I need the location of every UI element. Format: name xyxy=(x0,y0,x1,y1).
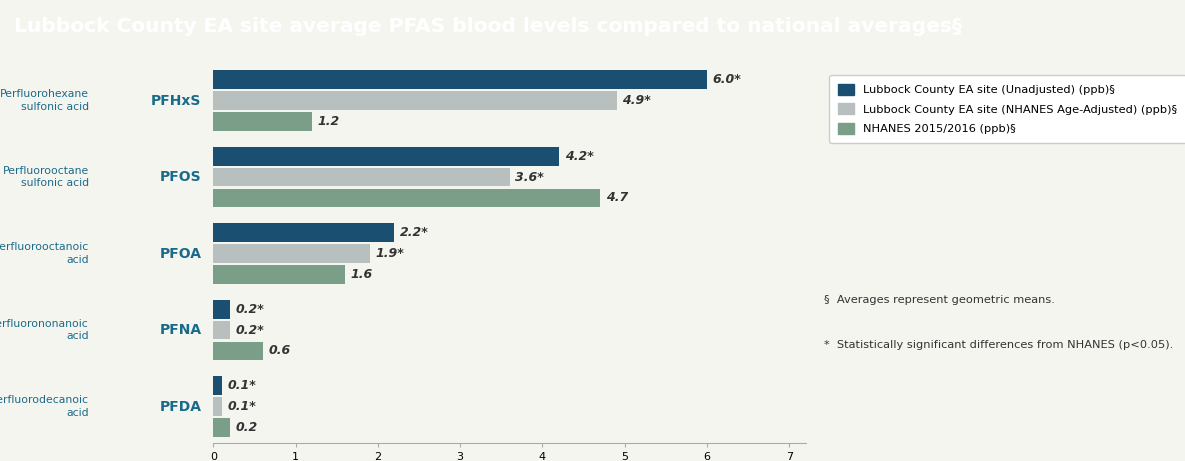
Bar xyxy=(213,71,707,89)
Text: Perfluorohexane
sulfonic acid: Perfluorohexane sulfonic acid xyxy=(0,89,89,112)
Text: 3.6*: 3.6* xyxy=(515,171,544,183)
Bar xyxy=(213,265,345,284)
Text: 0.6: 0.6 xyxy=(269,344,290,357)
Text: 4.2*: 4.2* xyxy=(565,150,594,163)
Text: PFDA: PFDA xyxy=(160,400,201,414)
Text: PFNA: PFNA xyxy=(159,323,201,337)
Bar xyxy=(213,189,600,207)
Text: 0.1*: 0.1* xyxy=(228,379,256,392)
Text: 4.9*: 4.9* xyxy=(622,94,651,107)
Bar xyxy=(213,418,230,437)
Text: 0.1*: 0.1* xyxy=(228,400,256,413)
Text: 0.2*: 0.2* xyxy=(236,324,264,337)
Text: §  Averages represent geometric means.: § Averages represent geometric means. xyxy=(824,295,1055,305)
Text: 1.9*: 1.9* xyxy=(376,247,404,260)
Text: Perfluorooctanoic
acid: Perfluorooctanoic acid xyxy=(0,242,89,265)
Legend: Lubbock County EA site (Unadjusted) (ppb)§, Lubbock County EA site (NHANES Age-A: Lubbock County EA site (Unadjusted) (ppb… xyxy=(830,75,1185,143)
Text: PFHxS: PFHxS xyxy=(150,94,201,107)
Text: *  Statistically significant differences from NHANES (p<0.05).: * Statistically significant differences … xyxy=(824,340,1173,350)
Text: 0.2*: 0.2* xyxy=(236,303,264,316)
Text: 1.6: 1.6 xyxy=(351,268,373,281)
Bar xyxy=(213,147,559,165)
Text: Perfluorooctane
sulfonic acid: Perfluorooctane sulfonic acid xyxy=(2,166,89,188)
Bar xyxy=(213,91,616,110)
Bar xyxy=(213,321,230,339)
Text: 2.2*: 2.2* xyxy=(401,226,429,239)
Bar xyxy=(213,397,222,416)
Bar xyxy=(213,377,222,395)
Bar xyxy=(213,112,312,130)
Bar xyxy=(213,168,510,186)
Text: Perfluorodecanoic
acid: Perfluorodecanoic acid xyxy=(0,396,89,418)
Text: 6.0*: 6.0* xyxy=(713,73,742,86)
Text: 0.2: 0.2 xyxy=(236,421,258,434)
Text: 4.7: 4.7 xyxy=(606,191,628,204)
Bar xyxy=(213,300,230,319)
Text: Perfluorononanoic
acid: Perfluorononanoic acid xyxy=(0,319,89,341)
Text: 1.2: 1.2 xyxy=(318,115,340,128)
Text: Lubbock County EA site average PFAS blood levels compared to national averages§: Lubbock County EA site average PFAS bloo… xyxy=(14,17,962,36)
Text: PFOA: PFOA xyxy=(160,247,201,260)
Bar xyxy=(213,244,370,263)
Text: PFOS: PFOS xyxy=(160,170,201,184)
Bar xyxy=(213,224,395,242)
Bar xyxy=(213,342,263,360)
